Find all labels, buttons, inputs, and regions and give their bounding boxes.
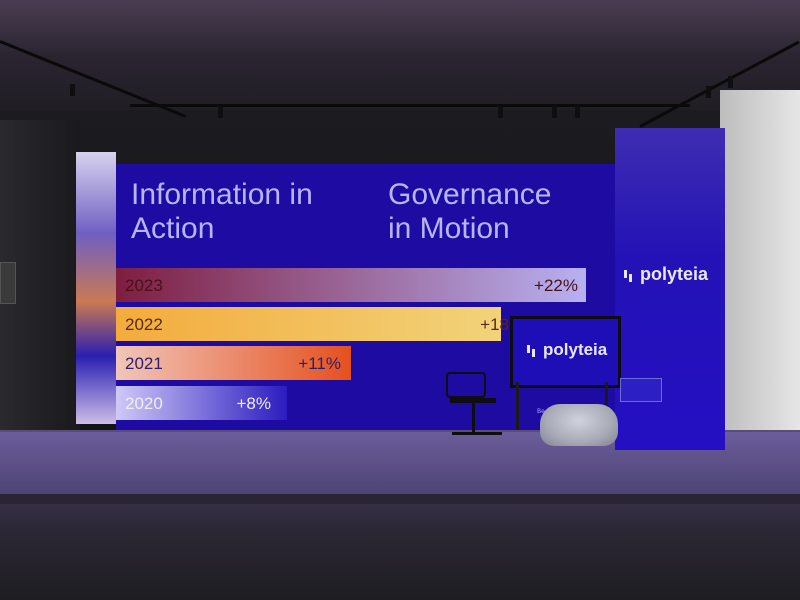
bar-percent: +18 [480, 315, 509, 334]
bar-2020: 2020 +8% [116, 386, 287, 420]
monitor-stand [516, 382, 519, 430]
tower-logo: polyteia [624, 264, 708, 285]
bar-year: 2022 [125, 315, 163, 334]
booth-side-panel [76, 152, 116, 424]
ceiling-rail [130, 104, 690, 107]
wall-monitor [0, 262, 16, 304]
stage-edge [0, 494, 800, 504]
bar-year: 2021 [125, 354, 163, 373]
bar-percent: +11% [298, 354, 341, 373]
chair-seat [450, 398, 496, 403]
headline-left-line1: Information in [131, 178, 313, 211]
right-wall [720, 90, 800, 450]
polyteia-logo-icon [527, 343, 537, 357]
bar-2023: 2023 +22% [116, 268, 586, 302]
headline-right-line2: in Motion [388, 212, 510, 245]
monitor-logo: polyteia [527, 340, 607, 360]
spotlight [498, 106, 503, 118]
bar-2022: 2022 +18 [116, 307, 509, 341]
pouf-seat [540, 404, 618, 446]
bar-2021: 2021 +11% [116, 346, 351, 380]
small-screen [620, 378, 662, 402]
chair-base [452, 432, 502, 435]
chair-backrest [446, 372, 486, 398]
spotlight [552, 106, 557, 118]
headline-right: Governance in Motion [388, 178, 551, 246]
monitor-logo-text: polyteia [543, 340, 608, 359]
headline-right-line1: Governance [388, 178, 552, 211]
headline-left-line2: Action [131, 212, 215, 245]
spotlight [575, 106, 580, 118]
bar-year: 2020 [125, 394, 163, 413]
polyteia-logo-icon [624, 268, 634, 282]
headline-left: Information in Action [131, 178, 313, 246]
small-label: Be [537, 408, 545, 415]
bar-percent: +22% [534, 276, 578, 295]
spotlight [218, 106, 223, 118]
spotlight [728, 76, 733, 88]
tower-logo-text: polyteia [640, 264, 709, 284]
chair-leg [472, 403, 475, 433]
bar-year: 2023 [125, 276, 163, 295]
spotlight [70, 84, 75, 96]
bar-percent: +8% [236, 394, 272, 413]
spotlight [706, 86, 711, 98]
